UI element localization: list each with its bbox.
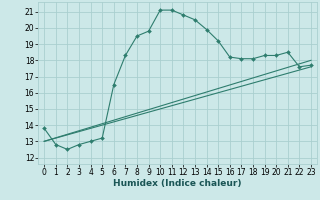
X-axis label: Humidex (Indice chaleur): Humidex (Indice chaleur) — [113, 179, 242, 188]
